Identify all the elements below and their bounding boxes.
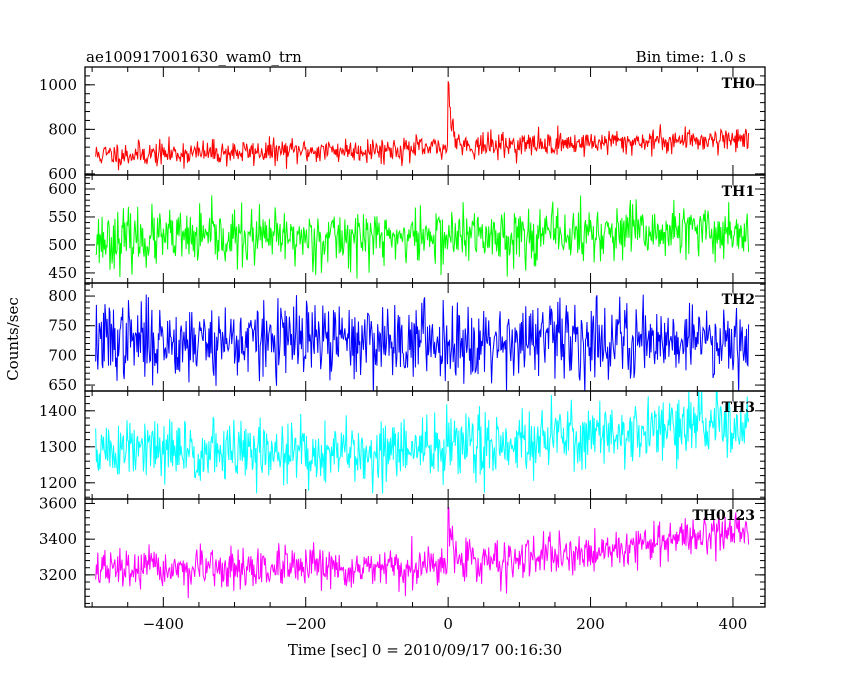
y-tick-label: 1000	[39, 76, 77, 94]
y-axis-label: Counts/sec	[4, 297, 22, 381]
series-line-th1	[95, 195, 750, 279]
bin-time-label: Bin time: 1.0 s	[636, 48, 746, 66]
x-tick-label: 200	[576, 615, 605, 633]
y-tick-label: 450	[48, 264, 77, 282]
panel-th0: 600 800 1000 TH0	[39, 66, 766, 183]
series-line-th3	[95, 391, 750, 494]
panel-th0123: 3200 3400 3600 TH0123	[39, 494, 766, 608]
y-tick-label: 650	[48, 376, 77, 394]
y-tick-label: 600	[48, 180, 77, 198]
y-tick-label: 3600	[39, 494, 77, 512]
y-tick-label: 1300	[39, 438, 77, 456]
y-tick-label: 600	[48, 165, 77, 183]
y-tick-label: 1200	[39, 474, 77, 492]
panel-th2: 650 700 750 800 TH2	[48, 282, 766, 394]
y-tick-label: 800	[48, 287, 77, 305]
y-tick-label: 3200	[39, 566, 77, 584]
panel-label-th0: TH0	[722, 76, 756, 92]
series-line-th0	[95, 81, 750, 171]
x-tick-label: −400	[143, 615, 184, 633]
panel-label-th3: TH3	[722, 400, 755, 416]
y-tick-label: 550	[48, 208, 77, 226]
y-tick-label: 700	[48, 346, 77, 364]
panel-label-th2: TH2	[722, 292, 755, 308]
x-tick-label: −200	[285, 615, 326, 633]
y-tick-label: 3400	[39, 530, 77, 548]
x-axis-label: Time [sec] 0 = 2010/09/17 00:16:30	[288, 641, 562, 659]
series-line-th2	[95, 294, 750, 391]
figure-title: ae100917001630_wam0_trn	[86, 48, 302, 66]
panel-label-th0123: TH0123	[692, 508, 755, 524]
y-tick-label: 750	[48, 317, 77, 335]
y-tick-label: 800	[48, 120, 77, 138]
y-tick-label: 1400	[39, 402, 77, 420]
panel-th3: 1200 1300 1400 TH3	[39, 390, 766, 500]
y-tick-label: 500	[48, 236, 77, 254]
panels-group: 600 800 1000 TH0 450 500 550 600 TH1 650 700 750 800…	[39, 66, 766, 633]
panel-label-th1: TH1	[722, 184, 755, 200]
x-tick-label: 0	[443, 615, 453, 633]
x-tick-label: 400	[719, 615, 748, 633]
series-line-th0123	[95, 506, 750, 599]
panel-th1: 450 500 550 600 TH1	[48, 174, 766, 284]
